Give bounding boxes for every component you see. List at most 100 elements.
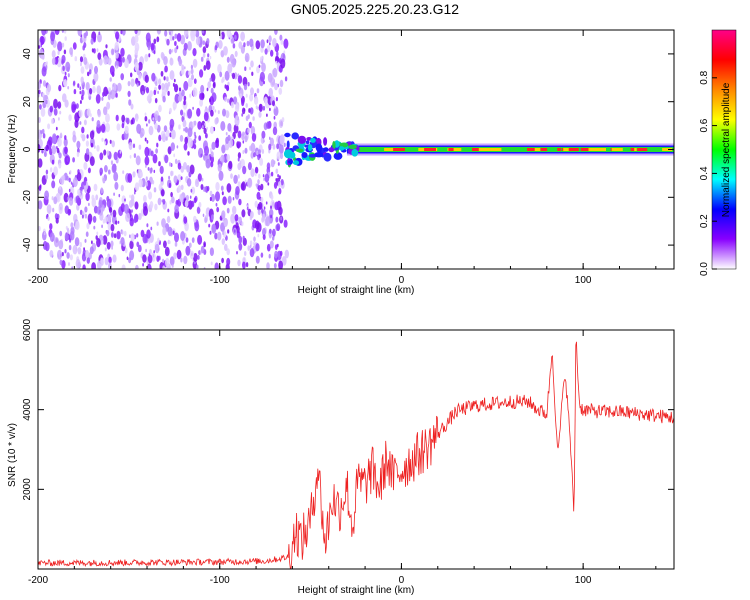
noise-speckle [272,126,278,136]
noise-speckle [144,156,150,166]
noise-speckle [269,136,271,140]
signal-hotspot [475,148,487,151]
noise-speckle [174,83,179,93]
colorbar-label: Normalized spectral amplitude [721,82,732,217]
noise-speckle [113,192,115,196]
noise-speckle [38,117,41,123]
noise-speckle [83,179,87,186]
signal-hotspot [637,148,648,151]
noise-speckle [203,111,209,122]
noise-speckle [91,117,94,122]
noise-speckle [278,119,284,128]
noise-speckle [226,248,230,256]
noise-speckle [83,119,87,126]
noise-speckle [255,255,260,264]
noise-speckle [266,121,270,129]
noise-speckle [113,171,119,182]
noise-speckle [264,173,270,183]
noise-speckle [81,134,86,142]
noise-speckle [209,247,214,256]
noise-speckle [72,157,75,163]
noise-speckle [284,249,289,259]
noise-speckle [93,37,96,43]
noise-speckle [121,195,126,205]
noise-speckle [249,244,252,249]
noise-speckle [110,223,115,232]
noise-speckle [84,206,88,213]
snr-frame [37,329,675,570]
noise-speckle [217,231,222,241]
noise-speckle [77,83,80,88]
noise-speckle [140,229,145,238]
noise-speckle [207,53,210,58]
x-tick-label: -200 [28,575,48,586]
noise-speckle [166,38,170,46]
noise-speckle [180,257,183,263]
noise-speckle [164,30,168,37]
noise-speckle [52,207,55,213]
noise-speckle [238,235,243,244]
x-tick-label: 100 [575,575,592,586]
noise-speckle [256,65,260,74]
noise-speckle [245,55,249,62]
noise-speckle [190,68,194,75]
noise-speckle [129,200,133,208]
noise-speckle [157,57,161,65]
colorbar-tick-label: 0.0 [699,262,710,276]
noise-speckle [72,177,78,188]
noise-speckle [64,135,67,140]
noise-speckle [276,225,280,231]
signal-blob [301,152,308,158]
noise-speckle [138,212,142,221]
noise-speckle [224,243,228,251]
noise-speckle [211,141,216,150]
signal-hotspot [481,148,490,151]
noise-speckle [168,48,172,55]
noise-speckle [257,185,261,192]
noise-speckle [275,178,278,182]
noise-speckle [138,61,143,71]
noise-speckle [169,57,174,66]
noise-speckle [266,162,271,170]
noise-speckle [108,169,111,175]
noise-speckle [169,240,171,244]
noise-speckle [64,71,67,76]
noise-speckle [222,230,225,235]
noise-speckle [272,144,276,150]
noise-speckle [260,39,265,49]
noise-speckle [176,33,182,42]
noise-speckle [73,80,76,86]
signal-blob [305,140,310,144]
noise-speckle [130,72,133,78]
noise-speckle [172,230,175,235]
noise-speckle [72,42,77,50]
x-tick-label: 0 [399,275,405,286]
signal-hotspot [593,148,603,151]
noise-speckle [227,63,233,74]
noise-speckle [183,42,188,51]
noise-speckle [275,216,279,223]
noise-speckle [269,42,271,46]
noise-speckle [266,39,269,44]
noise-speckle [269,107,271,112]
x-tick-label: -100 [210,575,230,586]
noise-speckle [85,82,90,91]
noise-speckle [80,62,82,67]
noise-speckle [96,120,101,128]
noise-speckle [68,197,74,206]
noise-speckle [97,260,102,269]
y-tick-label: -20 [22,190,33,205]
noise-speckle [187,151,190,156]
noise-speckle [152,254,155,258]
noise-speckle [121,30,126,36]
signal-hotspot [395,148,405,151]
noise-speckle [166,76,169,82]
noise-speckle [89,130,95,140]
noise-speckle [177,185,182,193]
noise-speckle [183,112,186,118]
noise-speckle [226,154,230,162]
noise-speckle [184,126,188,133]
noise-speckle [169,118,175,129]
noise-speckle [147,167,150,171]
noise-speckle [147,94,151,100]
